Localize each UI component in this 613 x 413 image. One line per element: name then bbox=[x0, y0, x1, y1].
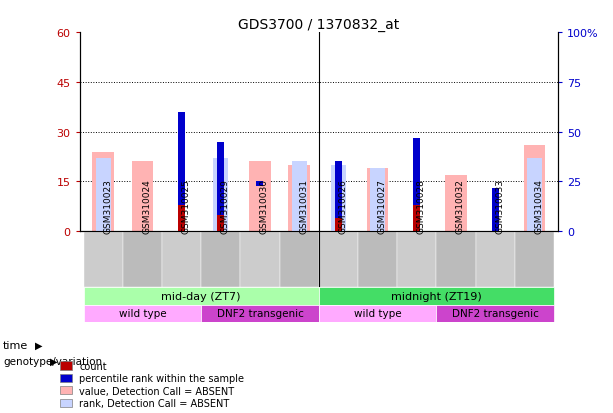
Bar bbox=[436, 232, 476, 287]
Bar bbox=[413, 139, 421, 205]
Text: GSM310023: GSM310023 bbox=[103, 178, 112, 233]
Bar bbox=[445, 175, 466, 232]
Bar bbox=[132, 162, 153, 232]
Bar bbox=[370, 169, 385, 232]
Bar bbox=[492, 189, 498, 235]
Bar bbox=[524, 145, 545, 232]
Bar bbox=[240, 232, 280, 287]
Title: GDS3700 / 1370832_at: GDS3700 / 1370832_at bbox=[238, 18, 400, 32]
Text: wild type: wild type bbox=[118, 309, 166, 318]
Bar bbox=[201, 305, 319, 322]
Text: DNF2 transgenic: DNF2 transgenic bbox=[452, 309, 539, 318]
Bar bbox=[367, 169, 388, 232]
Bar bbox=[397, 232, 436, 287]
Bar bbox=[256, 182, 264, 187]
Bar bbox=[162, 232, 201, 287]
Text: GSM310030: GSM310030 bbox=[260, 178, 269, 233]
Text: GSM310028: GSM310028 bbox=[417, 178, 426, 233]
Bar bbox=[83, 287, 319, 305]
Text: wild type: wild type bbox=[354, 309, 402, 318]
Bar bbox=[96, 159, 111, 232]
Text: GSM310025: GSM310025 bbox=[181, 178, 191, 233]
Text: genotype/variation: genotype/variation bbox=[3, 356, 102, 366]
Bar bbox=[476, 232, 515, 287]
Text: GSM310033: GSM310033 bbox=[495, 178, 504, 233]
Bar bbox=[527, 159, 542, 232]
Text: mid-day (ZT7): mid-day (ZT7) bbox=[161, 291, 241, 301]
Bar bbox=[217, 142, 224, 215]
Bar bbox=[492, 189, 498, 232]
Bar bbox=[413, 139, 421, 232]
Bar bbox=[319, 232, 358, 287]
Bar bbox=[331, 165, 346, 232]
Legend: count, percentile rank within the sample, value, Detection Call = ABSENT, rank, : count, percentile rank within the sample… bbox=[60, 361, 245, 408]
Bar bbox=[249, 162, 271, 232]
Text: time: time bbox=[3, 340, 28, 350]
Bar bbox=[178, 112, 185, 205]
Bar bbox=[319, 287, 554, 305]
Bar bbox=[335, 162, 342, 232]
Text: ▶: ▶ bbox=[35, 340, 42, 350]
Bar bbox=[83, 305, 201, 322]
Bar bbox=[436, 305, 554, 322]
Text: GSM310029: GSM310029 bbox=[221, 178, 230, 233]
Bar bbox=[83, 232, 123, 287]
Text: GSM310034: GSM310034 bbox=[535, 178, 543, 233]
Bar bbox=[288, 165, 310, 232]
Bar bbox=[217, 142, 224, 232]
Bar bbox=[358, 232, 397, 287]
Bar bbox=[178, 112, 185, 232]
Text: GSM310024: GSM310024 bbox=[142, 178, 151, 233]
Bar bbox=[123, 232, 162, 287]
Bar bbox=[213, 159, 228, 232]
Bar bbox=[280, 232, 319, 287]
Bar bbox=[515, 232, 554, 287]
Text: midnight (ZT19): midnight (ZT19) bbox=[391, 291, 482, 301]
Bar bbox=[292, 162, 306, 232]
Text: DNF2 transgenic: DNF2 transgenic bbox=[216, 309, 303, 318]
Text: GSM310031: GSM310031 bbox=[299, 178, 308, 233]
Bar bbox=[319, 305, 436, 322]
Text: GSM310027: GSM310027 bbox=[378, 178, 387, 233]
Bar bbox=[335, 162, 342, 218]
Bar bbox=[93, 152, 114, 232]
Text: GSM310032: GSM310032 bbox=[456, 178, 465, 233]
Text: GSM310026: GSM310026 bbox=[338, 178, 348, 233]
Bar bbox=[201, 232, 240, 287]
Text: ▶: ▶ bbox=[50, 356, 58, 366]
